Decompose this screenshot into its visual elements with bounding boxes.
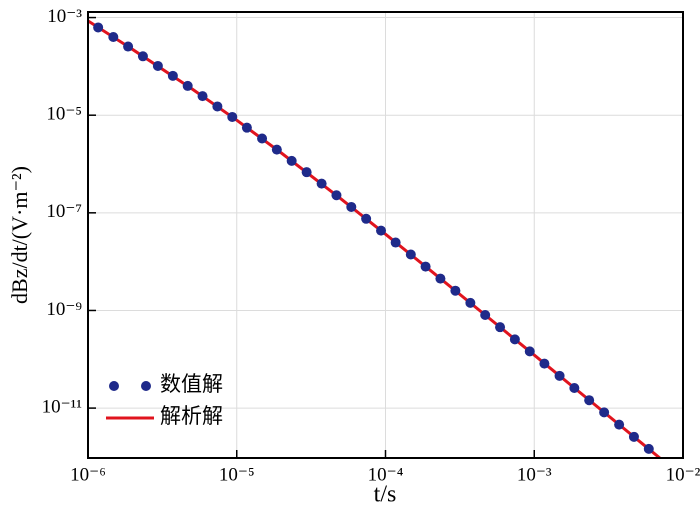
legend-marker: [141, 381, 151, 391]
y-axis-label: dBz/dt/(V·m⁻²): [7, 166, 32, 304]
y-tick-label: 10⁻⁵: [46, 104, 82, 125]
x-tick-label: 10⁻³: [517, 464, 552, 485]
data-point: [524, 346, 535, 357]
data-point: [271, 144, 282, 155]
y-tick-label: 10⁻³: [47, 6, 82, 27]
data-point: [241, 122, 252, 133]
data-point: [93, 22, 104, 33]
data-point: [212, 101, 223, 112]
x-tick-label: 10⁻²: [666, 464, 700, 485]
data-point: [569, 383, 580, 394]
data-point: [361, 213, 372, 224]
data-point: [167, 70, 178, 81]
plot-area: [88, 19, 661, 458]
data-point: [108, 31, 119, 42]
x-axis-label: t/s: [374, 482, 397, 508]
data-point: [137, 51, 148, 62]
data-line: [88, 19, 661, 458]
data-point: [554, 370, 565, 381]
data-point: [599, 407, 610, 418]
data-point: [182, 80, 193, 91]
data-point: [390, 237, 401, 248]
y-tick-label: 10⁻⁹: [46, 299, 82, 320]
y-tick-label: 10⁻¹¹: [42, 396, 83, 417]
legend-label: 数值解: [160, 372, 223, 396]
y-tick-label: 10⁻⁷: [46, 201, 82, 222]
legend-marker: [109, 381, 119, 391]
data-point: [420, 261, 431, 272]
data-point: [614, 419, 625, 430]
data-point: [316, 178, 327, 189]
data-point: [123, 41, 134, 52]
data-point: [495, 322, 506, 333]
data-point: [376, 225, 387, 236]
legend-label: 解析解: [160, 404, 223, 428]
data-point: [152, 60, 163, 71]
x-tick-label: 10⁻⁶: [70, 464, 106, 485]
data-point: [197, 91, 208, 102]
data-point: [643, 443, 654, 454]
data-point: [301, 167, 312, 178]
data-point: [435, 273, 446, 284]
data-point: [628, 431, 639, 442]
data-point: [450, 285, 461, 296]
data-point: [331, 190, 342, 201]
data-point: [509, 334, 520, 345]
data-point: [346, 201, 357, 212]
data-point: [405, 249, 416, 260]
data-point: [539, 358, 550, 369]
data-point: [480, 310, 491, 321]
data-point: [257, 133, 268, 144]
x-tick-label: 10⁻⁴: [368, 464, 404, 485]
data-point: [465, 297, 476, 308]
x-tick-label: 10⁻⁵: [219, 464, 255, 485]
data-point: [286, 155, 297, 166]
data-point: [227, 111, 238, 122]
data-point: [584, 395, 595, 406]
